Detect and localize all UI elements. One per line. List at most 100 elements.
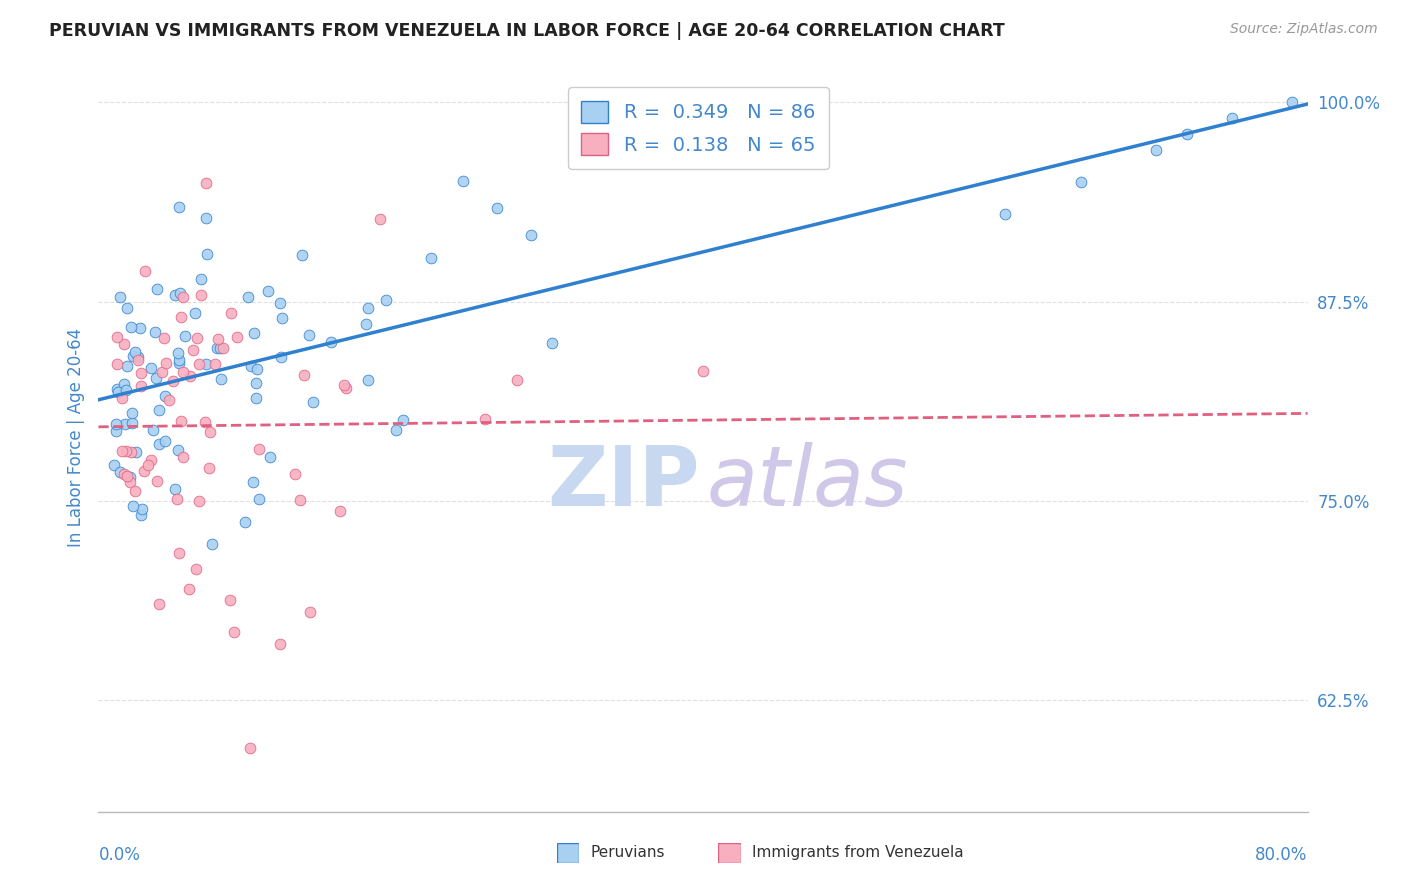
Point (172, 290, 194, 304)
Point (115, 301, 138, 315)
Point (321, 334, 343, 349)
Point (148, 437, 170, 451)
Point (169, 286, 191, 301)
Point (1175, 127, 1198, 141)
Point (167, 443, 190, 458)
Point (155, 434, 177, 449)
Point (142, 423, 165, 437)
Point (170, 310, 193, 324)
Point (145, 474, 167, 488)
Text: Source: ZipAtlas.com: Source: ZipAtlas.com (1230, 22, 1378, 37)
Point (368, 212, 391, 227)
Point (392, 413, 415, 427)
Point (245, 376, 267, 391)
Point (357, 301, 380, 315)
Point (204, 357, 226, 371)
Point (209, 372, 232, 386)
Point (120, 320, 142, 334)
Point (224, 624, 246, 639)
Point (270, 350, 292, 364)
Point (127, 350, 149, 364)
Point (163, 482, 186, 496)
Point (181, 343, 204, 358)
Point (190, 272, 212, 286)
Point (474, 412, 496, 426)
Point (1144, 143, 1167, 157)
Point (540, 335, 562, 350)
Point (104, 417, 127, 432)
Point (157, 392, 180, 407)
Text: Immigrants from Venezuela: Immigrants from Venezuela (752, 845, 965, 860)
Point (115, 383, 138, 397)
Point (419, 251, 441, 265)
Y-axis label: In Labor Force | Age 20-64: In Labor Force | Age 20-64 (66, 327, 84, 547)
Point (112, 376, 135, 391)
Point (145, 371, 167, 385)
Point (246, 361, 269, 376)
Point (187, 357, 209, 371)
Point (127, 352, 149, 367)
Point (155, 356, 177, 370)
Point (256, 284, 278, 298)
Point (184, 306, 207, 320)
Point (115, 469, 138, 483)
Point (114, 444, 136, 458)
Point (259, 450, 281, 465)
Point (167, 353, 190, 368)
Point (167, 200, 190, 214)
Point (129, 508, 152, 522)
Point (153, 331, 176, 345)
Point (233, 516, 256, 530)
Point (292, 368, 315, 382)
Point (153, 389, 176, 403)
Point (162, 374, 184, 388)
Point (167, 356, 190, 370)
Point (374, 293, 396, 308)
Point (519, 227, 541, 242)
Text: 80.0%: 80.0% (1256, 846, 1308, 863)
Point (194, 415, 217, 429)
Point (357, 373, 380, 387)
Point (356, 317, 378, 331)
Point (195, 247, 218, 261)
Point (506, 374, 529, 388)
Point (121, 349, 143, 363)
Point (335, 381, 357, 395)
Point (332, 378, 354, 392)
Point (124, 345, 146, 359)
Point (132, 464, 155, 478)
Point (136, 458, 159, 472)
Point (236, 290, 259, 304)
Point (186, 331, 208, 345)
Point (179, 582, 201, 596)
Point (115, 359, 138, 374)
Point (121, 417, 143, 431)
Point (172, 365, 194, 379)
Point (198, 425, 221, 439)
Point (288, 493, 311, 508)
Point (120, 445, 142, 459)
Point (108, 465, 131, 479)
Point (111, 391, 134, 405)
Point (242, 475, 264, 490)
Point (172, 450, 194, 464)
Point (194, 358, 217, 372)
Point (692, 364, 714, 378)
Point (239, 741, 262, 756)
Point (114, 417, 136, 432)
Point (124, 483, 146, 498)
Point (207, 332, 229, 346)
Point (994, 207, 1017, 221)
Point (150, 365, 173, 379)
Point (118, 475, 141, 490)
Point (297, 327, 319, 342)
Point (184, 562, 207, 576)
Point (129, 366, 152, 380)
Point (243, 326, 266, 340)
Point (104, 424, 127, 438)
Point (107, 384, 129, 399)
Point (205, 341, 228, 355)
Point (249, 442, 271, 456)
Point (167, 346, 190, 360)
Point (209, 341, 232, 355)
